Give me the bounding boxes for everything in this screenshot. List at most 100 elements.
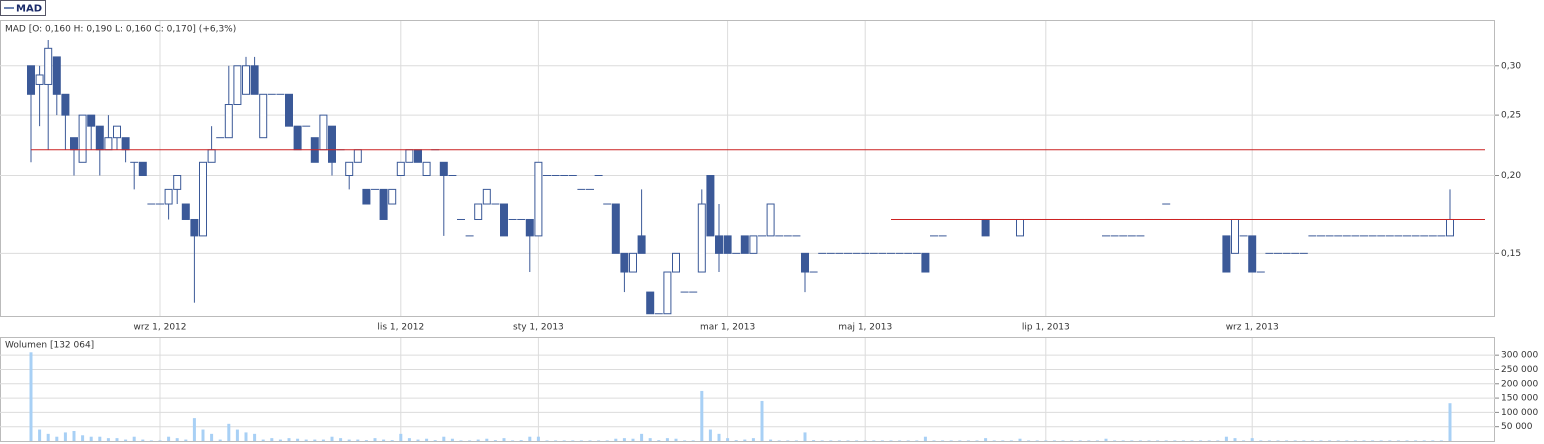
volume-bar: [708, 429, 712, 441]
volume-bar: [648, 438, 652, 441]
grid: [0, 21, 1495, 441]
volume-bar: [812, 440, 816, 441]
candle-body: [362, 188, 371, 205]
volume-bar: [158, 440, 162, 441]
candle-body: [224, 104, 233, 139]
volume-bar: [115, 438, 119, 441]
volume-bar: [1259, 440, 1263, 441]
candle-body: [414, 149, 422, 163]
volume-bar: [1319, 440, 1323, 441]
volume-bar: [545, 440, 549, 441]
volume-bar: [1267, 440, 1271, 441]
volume-bar: [1061, 440, 1065, 441]
candle-body: [104, 137, 113, 151]
volume-bar: [149, 440, 153, 441]
volume-bar: [571, 440, 575, 441]
volume-bar: [717, 433, 721, 441]
candle-body: [52, 56, 61, 95]
volume-bar: [1138, 440, 1142, 441]
volume-bar: [55, 436, 59, 441]
volume-bar: [1396, 440, 1400, 441]
candle-body: [259, 93, 268, 139]
volume-bar: [700, 390, 704, 441]
volume-bar: [106, 438, 110, 441]
volume-bar: [1422, 440, 1426, 441]
x-tick-label: mar 1, 2013: [700, 323, 755, 333]
volume-bar: [38, 429, 42, 441]
candle-body: [1222, 235, 1231, 273]
y2-tick-label: 200 000: [1501, 379, 1538, 389]
candle-body: [921, 252, 930, 273]
price-panel: [0, 20, 1495, 317]
volume-bar: [330, 436, 334, 441]
candle-body: [95, 125, 104, 151]
volume-bar: [1156, 440, 1160, 441]
volume-bar: [373, 438, 377, 441]
volume-bar: [554, 440, 558, 441]
volume-bar: [459, 440, 463, 441]
volume-bar: [1345, 440, 1349, 441]
volume-bar: [141, 439, 145, 441]
candle-body: [138, 161, 147, 177]
volume-bar: [407, 438, 411, 441]
volume-bar: [992, 440, 996, 441]
volume-bar: [502, 438, 506, 441]
volume-bar: [46, 433, 50, 441]
volume-bar: [184, 439, 188, 441]
candle-body: [706, 175, 715, 237]
volume-bar: [536, 436, 540, 441]
volume-bar: [1009, 440, 1013, 441]
volume-bar: [485, 438, 489, 441]
candle-body: [1231, 218, 1239, 254]
volume-bar: [450, 438, 454, 441]
volume-bar: [313, 439, 317, 441]
volume-bar: [235, 429, 239, 441]
candle-body: [319, 114, 328, 151]
volume-bar: [889, 440, 893, 441]
volume-bar: [339, 438, 343, 441]
volume-bar: [691, 440, 695, 441]
candle-body: [70, 137, 78, 151]
volume-bar: [347, 439, 351, 441]
candle-body: [328, 125, 336, 163]
volume-bar: [1070, 440, 1074, 441]
y2-tick-label: 250 000: [1501, 365, 1538, 375]
volume-bar: [1439, 440, 1443, 441]
candle-body: [285, 93, 293, 127]
volume-bar: [218, 439, 222, 441]
volume-bar: [304, 439, 308, 441]
candle-body: [121, 137, 130, 151]
volume-bar: [846, 440, 850, 441]
volume-bar: [1181, 440, 1185, 441]
volume-bar: [1302, 440, 1306, 441]
volume-bar: [958, 440, 962, 441]
candle-body: [525, 218, 534, 237]
volume-bar: [287, 438, 291, 441]
candle-body: [345, 161, 354, 177]
volume-bar: [1233, 438, 1237, 441]
volume-bar: [528, 436, 532, 441]
volume-bar: [1371, 440, 1375, 441]
candle-body: [482, 188, 491, 205]
candle-body: [801, 252, 809, 273]
volume-bar: [1216, 440, 1220, 441]
volume-bar: [872, 440, 876, 441]
volume-bar: [1113, 440, 1117, 441]
chart-title: MAD [O: 0,160 H: 0,190 L: 0,160 C: 0,170…: [5, 25, 236, 35]
volume-bar: [726, 438, 730, 441]
candle-body: [1016, 218, 1024, 237]
volume-bar: [915, 440, 919, 441]
candle-body: [749, 235, 758, 254]
volume-bar: [296, 438, 300, 441]
candle-body: [723, 235, 732, 254]
volume-bar: [734, 440, 738, 441]
volume-bar: [941, 440, 945, 441]
volume-bar: [1052, 440, 1056, 441]
candle-body: [293, 125, 302, 151]
volume-bar: [382, 439, 386, 441]
volume-bar: [89, 436, 93, 441]
candle-body: [620, 252, 629, 273]
volume-bar: [1328, 440, 1332, 441]
